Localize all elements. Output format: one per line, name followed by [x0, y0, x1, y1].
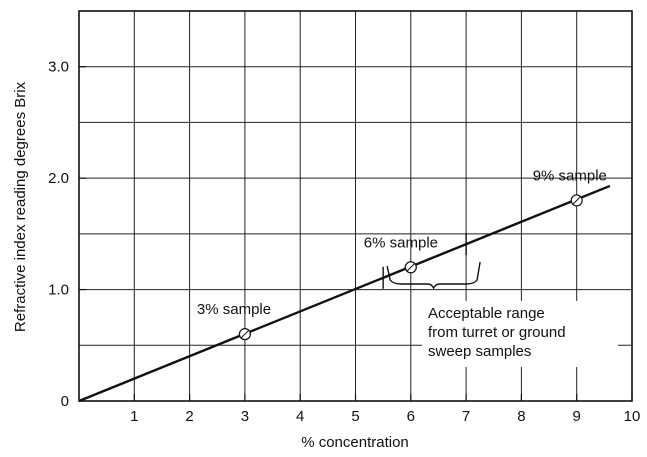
x-tick-label: 2	[185, 408, 193, 425]
range-label-background	[422, 301, 618, 367]
x-tick-label: 8	[517, 408, 525, 425]
x-tick-label: 4	[296, 408, 304, 425]
y-tick-label: 0	[61, 393, 69, 410]
x-tick-label: 3	[241, 408, 249, 425]
range-brace	[386, 261, 481, 290]
sample-point-mark	[572, 196, 581, 205]
range-label-line: sweep samples	[428, 343, 531, 360]
x-tick-label: 1	[130, 408, 138, 425]
y-tick-label: 1.0	[48, 282, 69, 299]
x-axis-label: % concentration	[301, 434, 409, 451]
point-layer: 3% sample 6% sample 9% sample	[197, 167, 607, 341]
sample-point-mark	[406, 263, 415, 272]
y-tick-label: 3.0	[48, 59, 69, 76]
series-layer	[78, 184, 611, 403]
grid	[79, 11, 632, 401]
series-line	[78, 184, 611, 403]
x-tick-label: 9	[573, 408, 581, 425]
y-axis-label: Refractive index reading degrees Brix	[12, 81, 29, 332]
tick-labels: 1 2 3 4 5 6 7 8 9 10 0 1.0 2.0 3.0	[48, 59, 640, 425]
sample-point-mark	[240, 329, 250, 339]
x-tick-label: 6	[407, 408, 415, 425]
y-tick-label: 2.0	[48, 170, 69, 187]
sample-label: 9% sample	[533, 167, 607, 184]
x-tick-label: 5	[351, 408, 359, 425]
x-tick-label: 10	[624, 408, 641, 425]
range-label-line: Acceptable range	[428, 305, 545, 322]
sample-label: 3% sample	[197, 301, 271, 318]
range-label-line: from turret or ground	[428, 324, 566, 341]
x-tick-label: 7	[462, 408, 470, 425]
range-annotation: Acceptable range from turret or ground swe…	[422, 301, 618, 367]
sample-label: 6% sample	[364, 234, 438, 251]
